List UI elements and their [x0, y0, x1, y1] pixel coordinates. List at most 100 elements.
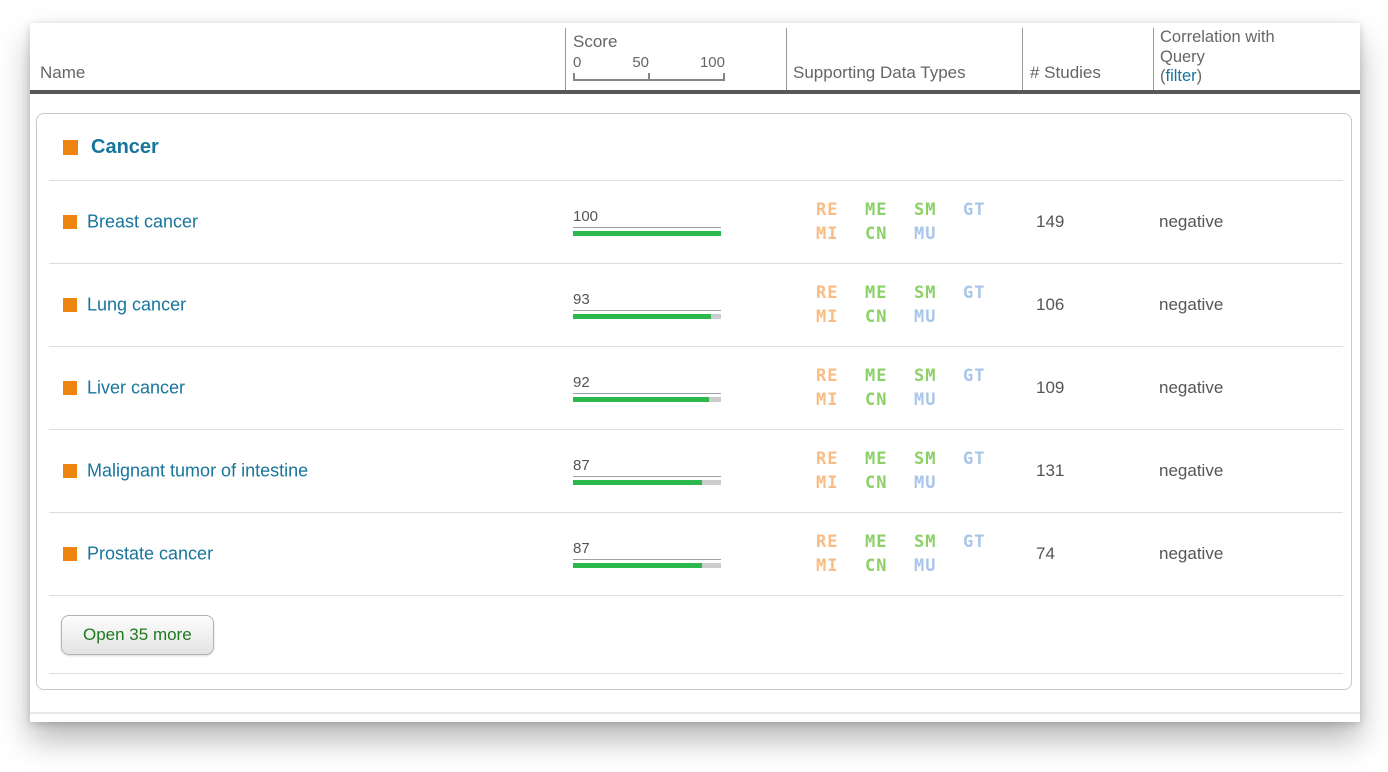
- correlation-value: negative: [1159, 378, 1224, 397]
- row-divider: [49, 512, 1343, 513]
- column-separator: [1022, 28, 1023, 90]
- ruler-tick-icon: [573, 73, 575, 79]
- supporting-data-types-badges: RE ME SM GT MI CN MU: [816, 281, 1012, 329]
- data-type-badge-gt: GT: [963, 200, 986, 220]
- row-divider: [49, 673, 1343, 674]
- column-separator: [1153, 28, 1154, 90]
- num-studies-value: 149: [1036, 212, 1065, 231]
- disease-name-link[interactable]: Lung cancer: [87, 294, 187, 315]
- data-type-badge-gt: GT: [963, 366, 986, 386]
- disease-name-link[interactable]: Prostate cancer: [87, 543, 214, 564]
- table-row: Breast cancer 100 RE ME SM GT MI CN MU 149 neg…: [37, 181, 1351, 263]
- data-type-badge-mu: MU: [914, 556, 937, 576]
- disease-name-link[interactable]: Breast cancer: [87, 211, 199, 232]
- data-type-badge-me: ME: [865, 283, 888, 303]
- column-header-score: Score 0 50 100: [573, 32, 725, 81]
- paren-close: ): [1196, 67, 1203, 85]
- score-label: Score: [573, 32, 618, 51]
- table-row: Malignant tumor of intestine 87 RE ME SM GT…: [37, 430, 1351, 512]
- data-type-badge-mu: MU: [914, 473, 937, 493]
- page-footer-divider: [30, 712, 1360, 714]
- data-type-badge-me: ME: [865, 532, 888, 552]
- data-type-badge-gt: GT: [963, 449, 986, 469]
- category-color-marker: [63, 139, 78, 155]
- score-scale-ruler: [573, 72, 725, 81]
- data-type-badge-cn: CN: [865, 473, 888, 493]
- data-type-badge-mi: MI: [816, 390, 839, 410]
- score-bar-fill: [573, 314, 711, 319]
- score-tick-100: 100: [699, 54, 725, 71]
- data-type-badge-sm: SM: [914, 532, 937, 552]
- data-type-badge-gt: GT: [963, 283, 986, 303]
- column-header-correlation: Correlation with Query (filter): [1160, 28, 1275, 87]
- data-type-badge-sm: SM: [914, 200, 937, 220]
- table-row: Liver cancer 92 RE ME SM GT MI CN MU 109 negat…: [37, 347, 1351, 429]
- score-value: 93: [573, 291, 721, 311]
- score-scale-numbers: 0 50 100: [573, 54, 725, 72]
- data-type-badge-re: RE: [816, 449, 839, 469]
- open-more-button[interactable]: Open 35 more: [61, 614, 214, 655]
- category-header-row: Cancer: [37, 114, 1351, 180]
- paren-open: (: [1160, 67, 1166, 85]
- score-bar: 87: [573, 540, 721, 568]
- data-type-badge-cn: CN: [865, 224, 888, 244]
- score-bar-track: [573, 314, 721, 319]
- data-type-badge-mi: MI: [816, 307, 839, 327]
- supporting-data-types-badges: RE ME SM GT MI CN MU: [816, 447, 1012, 495]
- data-type-badge-me: ME: [865, 200, 888, 220]
- table-header: Name Score 0 50 100 Supporting Data Type…: [30, 23, 1360, 94]
- score-bar: 92: [573, 374, 721, 402]
- data-type-badge-sm: SM: [914, 449, 937, 469]
- correlation-value: negative: [1159, 212, 1224, 231]
- score-bar-track: [573, 563, 721, 568]
- score-bar-fill: [573, 231, 721, 236]
- data-type-badge-cn: CN: [865, 307, 888, 327]
- rows-container: Breast cancer 100 RE ME SM GT MI CN MU 149 neg…: [37, 180, 1351, 595]
- disease-name-link[interactable]: Liver cancer: [87, 377, 186, 398]
- column-header-supporting-data-types: Supporting Data Types: [793, 63, 966, 82]
- data-type-badge-sm: SM: [914, 366, 937, 386]
- category-title-link[interactable]: Cancer: [91, 135, 159, 158]
- row-divider: [49, 346, 1343, 347]
- ruler-tick-icon: [723, 73, 725, 79]
- column-separator: [786, 28, 787, 90]
- row-divider: [49, 429, 1343, 430]
- row-divider: [49, 595, 1343, 596]
- open-more-row: Open 35 more: [37, 596, 1351, 673]
- data-type-badge-mi: MI: [816, 556, 839, 576]
- results-page: Name Score 0 50 100 Supporting Data Type…: [30, 23, 1360, 722]
- data-type-badge-me: ME: [865, 366, 888, 386]
- data-type-badge-mu: MU: [914, 224, 937, 244]
- data-type-badge-re: RE: [816, 283, 839, 303]
- row-divider: [49, 263, 1343, 264]
- score-bar: 87: [573, 457, 721, 485]
- score-value: 92: [573, 374, 721, 394]
- score-value: 87: [573, 457, 721, 477]
- table-row: Prostate cancer 87 RE ME SM GT MI CN MU 74 neg…: [37, 513, 1351, 595]
- score-bar-fill: [573, 563, 702, 568]
- correlation-header-line1: Correlation with: [1160, 28, 1275, 46]
- correlation-header-line2: Query: [1160, 47, 1205, 66]
- correlation-value: negative: [1159, 544, 1224, 563]
- data-type-badge-sm: SM: [914, 283, 937, 303]
- score-bar-fill: [573, 397, 710, 402]
- supporting-data-types-badges: RE ME SM GT MI CN MU: [816, 530, 1012, 578]
- data-type-badge-re: RE: [816, 366, 839, 386]
- item-color-marker: [63, 547, 77, 561]
- score-bar-fill: [573, 480, 702, 485]
- correlation-value: negative: [1159, 461, 1224, 480]
- score-bar-track: [573, 480, 721, 485]
- num-studies-value: 106: [1036, 295, 1065, 314]
- filter-link[interactable]: filter: [1165, 67, 1197, 85]
- score-value: 87: [573, 540, 721, 560]
- score-tick-0: 0: [573, 54, 582, 71]
- table-row: Lung cancer 93 RE ME SM GT MI CN MU 106 negati…: [37, 264, 1351, 346]
- data-type-badge-gt: GT: [963, 532, 986, 552]
- item-color-marker: [63, 215, 77, 229]
- item-color-marker: [63, 298, 77, 312]
- data-type-badge-re: RE: [816, 200, 839, 220]
- correlation-value: negative: [1159, 295, 1224, 314]
- column-header-name: Name: [40, 63, 86, 82]
- item-color-marker: [63, 381, 77, 395]
- disease-name-link[interactable]: Malignant tumor of intestine: [87, 460, 309, 481]
